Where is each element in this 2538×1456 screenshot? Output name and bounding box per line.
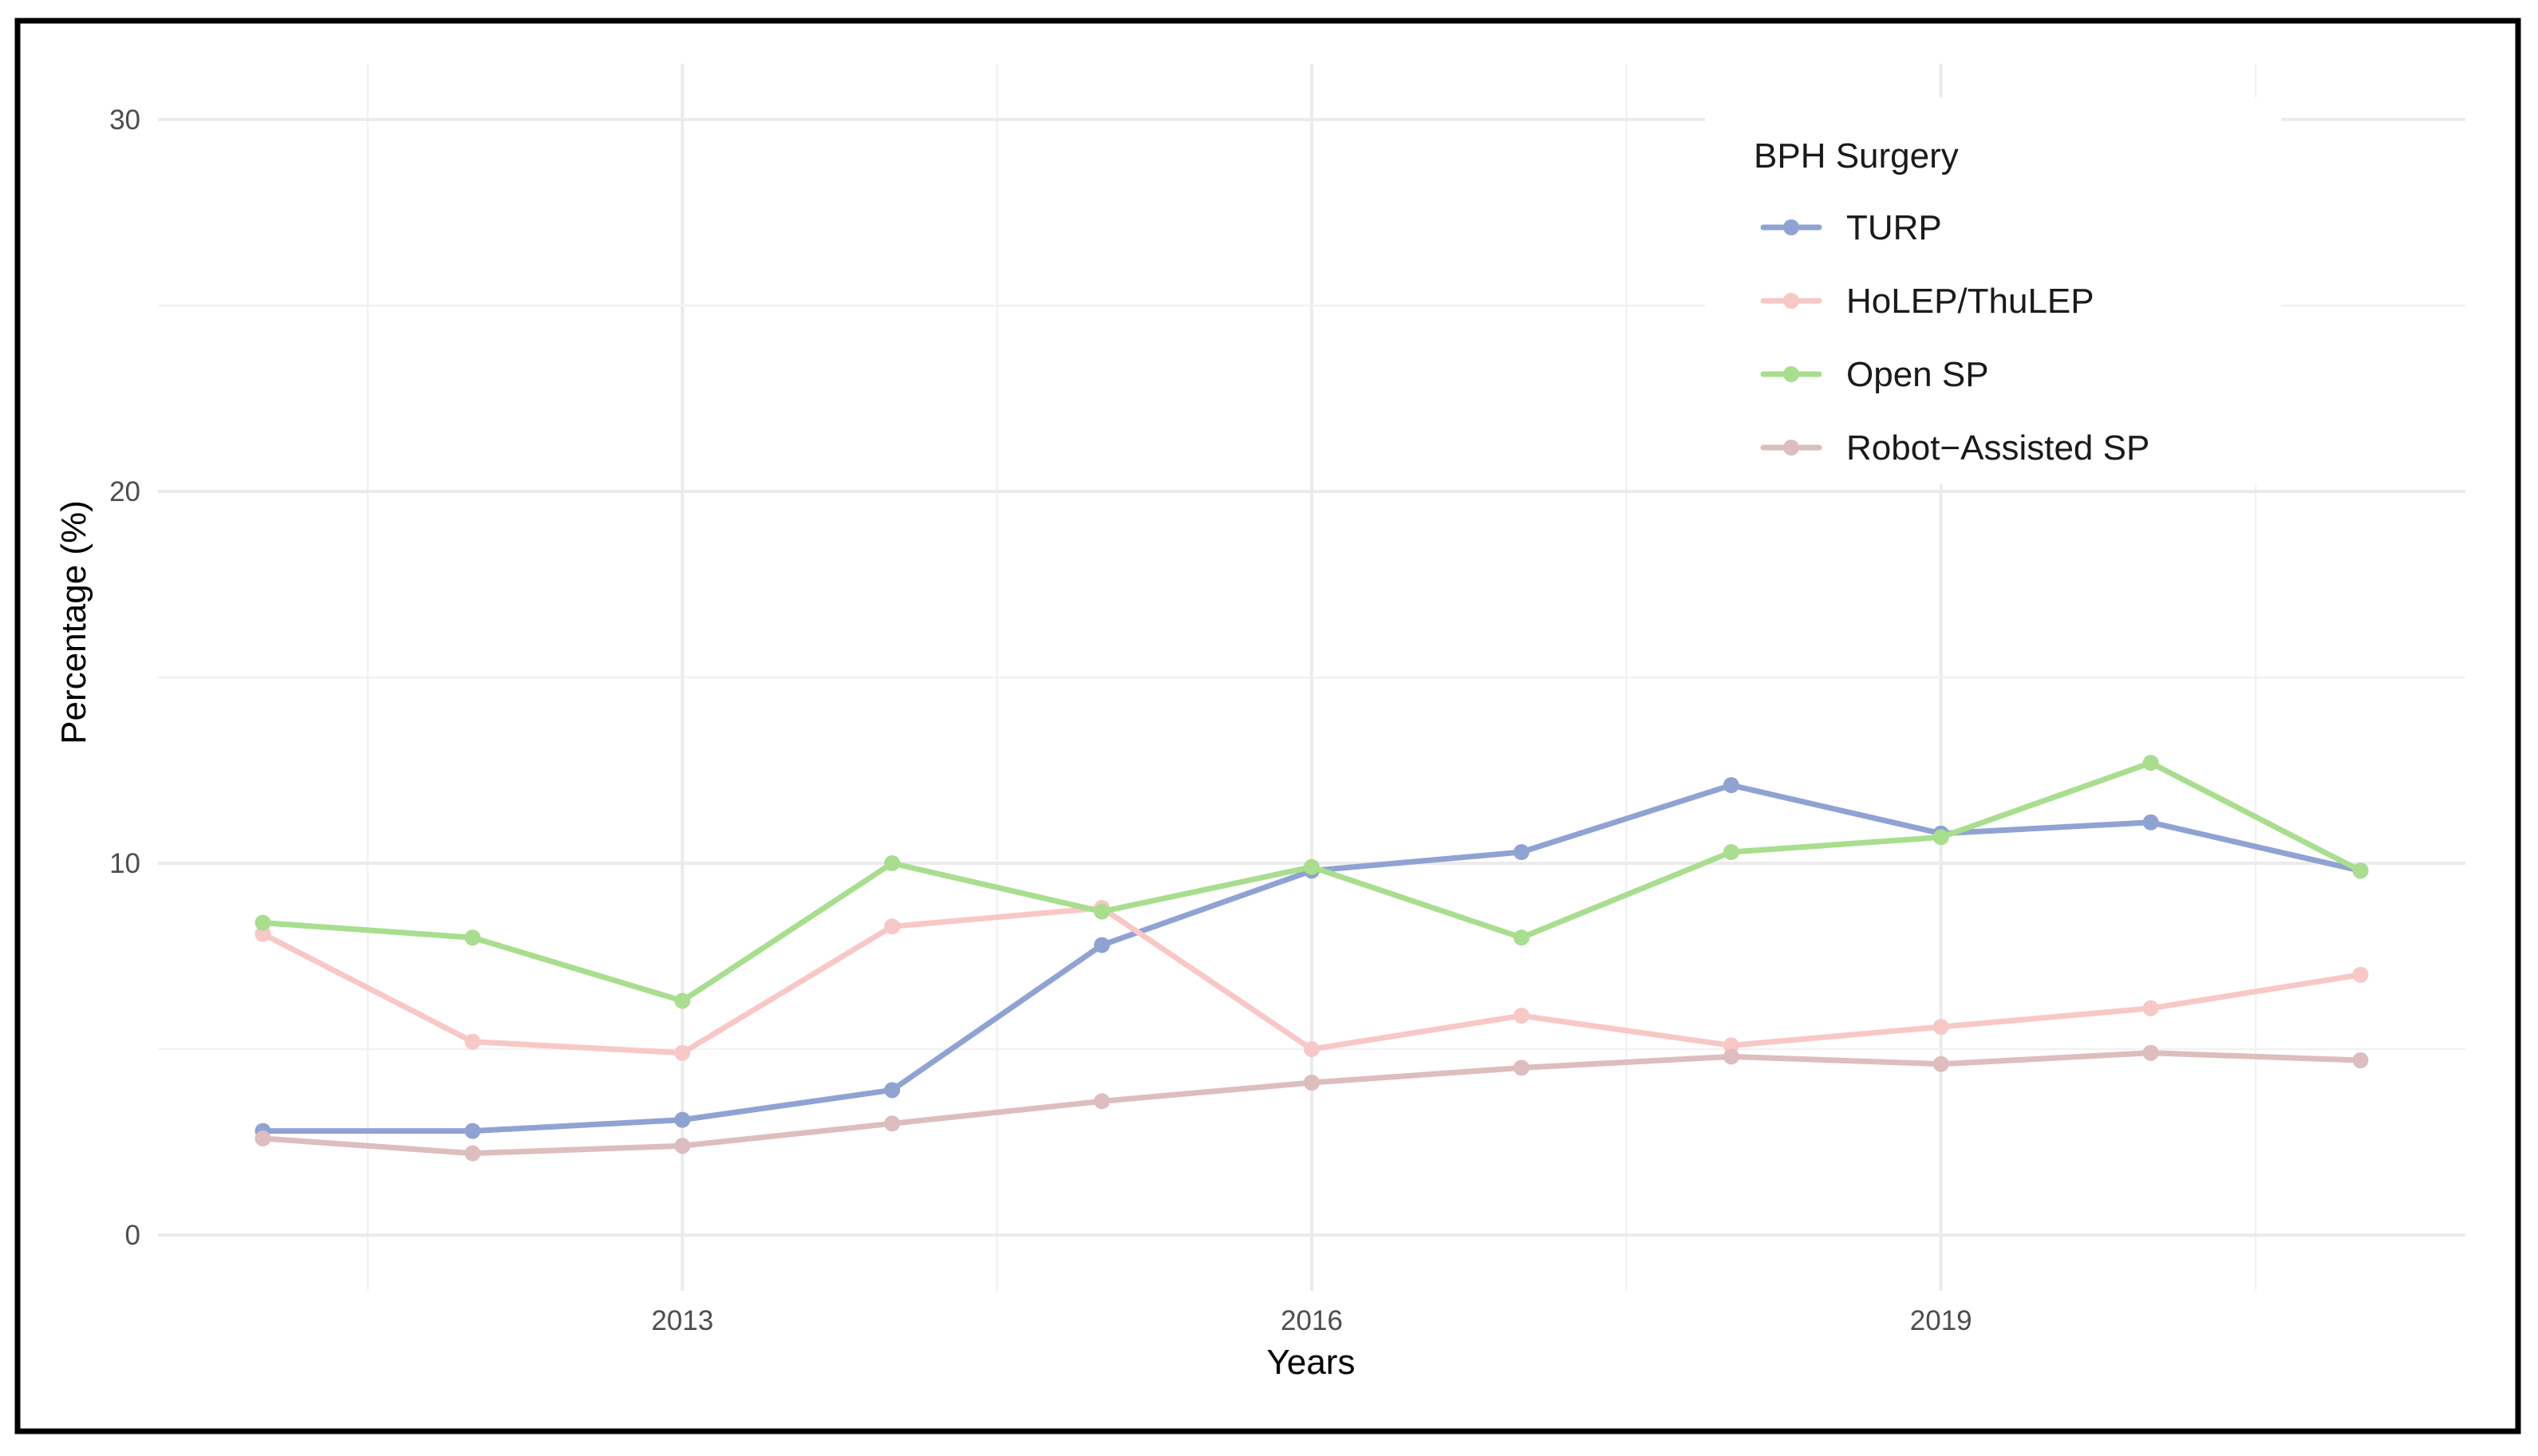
x-tick-label: 2019 (1910, 1305, 1972, 1336)
data-point-turp (1513, 844, 1530, 861)
data-point-robot-assisted-sp (2352, 1052, 2369, 1069)
data-point-robot-assisted-sp (1304, 1075, 1320, 1091)
data-point-holep-thulep (1723, 1037, 1739, 1054)
y-axis-title: Percentage (%) (54, 500, 93, 744)
data-point-robot-assisted-sp (1932, 1056, 1949, 1072)
legend-key-point (1783, 293, 1799, 309)
legend-label: HoLEP/ThuLEP (1846, 282, 2094, 321)
data-point-holep-thulep (255, 925, 271, 942)
data-point-turp (674, 1111, 691, 1128)
data-point-open-sp (1932, 829, 1949, 846)
data-point-robot-assisted-sp (464, 1145, 481, 1162)
legend-key-point (1783, 219, 1799, 235)
data-point-open-sp (1513, 929, 1530, 946)
legend-label: Robot−Assisted SP (1846, 428, 2149, 468)
legend-item-holep-thulep: HoLEP/ThuLEP (1760, 282, 2094, 321)
figure-border (14, 18, 2521, 1434)
data-point-holep-thulep (464, 1033, 481, 1050)
data-point-turp (1723, 777, 1739, 794)
data-point-holep-thulep (1513, 1008, 1530, 1024)
data-point-holep-thulep (2352, 966, 2369, 983)
data-point-robot-assisted-sp (255, 1130, 271, 1146)
series-robot-assisted-sp (255, 1044, 2369, 1162)
y-tick-label: 30 (109, 105, 140, 136)
data-point-open-sp (255, 914, 271, 931)
x-tick-label: 2016 (1281, 1305, 1343, 1336)
data-point-robot-assisted-sp (2142, 1044, 2159, 1061)
x-axis-tick-labels: 2013 2016 2019 (651, 1305, 1972, 1336)
legend-item-robot-assisted-sp: Robot−Assisted SP (1760, 428, 2149, 468)
data-point-holep-thulep (1304, 1041, 1320, 1058)
legend: BPH Surgery TURP HoLEP/ThuLEP Open SP Robot… (1705, 97, 2281, 484)
x-axis-title: Years (1267, 1343, 1356, 1382)
data-point-open-sp (1723, 844, 1739, 861)
legend-key-point (1783, 440, 1799, 456)
legend-label: Open SP (1846, 355, 1989, 394)
data-point-holep-thulep (2142, 1000, 2159, 1016)
series-open-sp (255, 755, 2369, 1009)
data-point-holep-thulep (884, 918, 901, 935)
legend-items: TURP HoLEP/ThuLEP Open SP Robot−Assisted SP (1760, 208, 2149, 468)
legend-item-open-sp: Open SP (1760, 355, 1989, 394)
data-point-holep-thulep (674, 1044, 691, 1061)
data-point-turp (2142, 814, 2159, 831)
legend-item-turp: TURP (1760, 208, 1942, 247)
data-point-turp (1094, 937, 1111, 953)
data-point-open-sp (2352, 862, 2369, 879)
data-point-holep-thulep (1932, 1019, 1949, 1036)
data-point-robot-assisted-sp (1723, 1048, 1739, 1065)
y-tick-label: 0 (125, 1220, 140, 1251)
x-tick-label: 2013 (651, 1305, 713, 1336)
legend-key-point (1783, 366, 1799, 382)
y-tick-label: 10 (109, 848, 140, 879)
data-point-robot-assisted-sp (884, 1115, 901, 1132)
series-holep-thulep (255, 899, 2369, 1061)
data-point-turp (884, 1082, 901, 1099)
data-point-open-sp (2142, 755, 2159, 771)
data-point-robot-assisted-sp (1094, 1093, 1111, 1110)
data-point-open-sp (464, 929, 481, 946)
data-point-robot-assisted-sp (1513, 1059, 1530, 1076)
legend-background (1705, 97, 2281, 484)
data-point-open-sp (674, 992, 691, 1009)
data-point-open-sp (884, 855, 901, 872)
data-point-robot-assisted-sp (674, 1138, 691, 1154)
y-tick-label: 20 (109, 476, 140, 507)
legend-title: BPH Surgery (1754, 136, 1959, 176)
legend-label: TURP (1846, 208, 1942, 247)
data-point-open-sp (1094, 903, 1111, 920)
data-point-open-sp (1304, 858, 1320, 875)
data-series (255, 755, 2369, 1162)
y-axis-tick-labels: 0 10 20 30 (109, 105, 140, 1251)
data-point-turp (464, 1123, 481, 1139)
